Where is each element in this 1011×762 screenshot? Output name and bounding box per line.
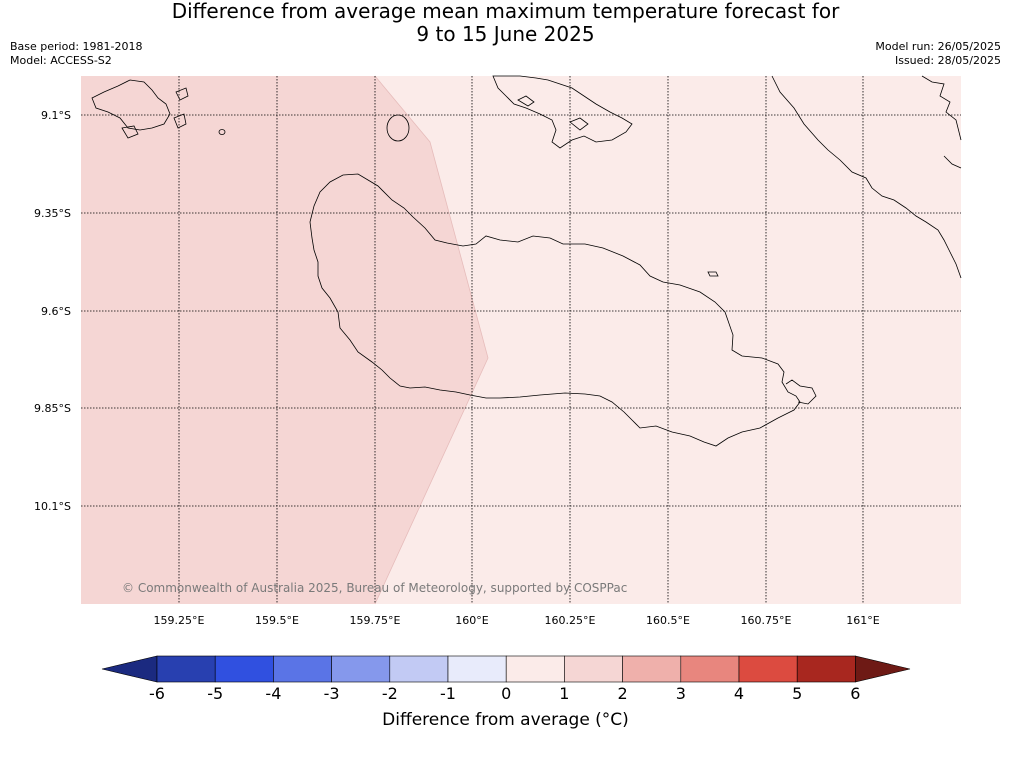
colorbar-segment [389, 655, 449, 683]
colorbar-segment [214, 655, 274, 683]
lon-tick-label: 160.5°E [646, 614, 690, 627]
colorbar-tick-label: 0 [501, 684, 511, 703]
colorbar-tick-label: 3 [676, 684, 686, 703]
colorbar-segment [564, 655, 623, 683]
lat-tick-label: 9.35°S [34, 207, 71, 220]
lat-tick-label: 9.85°S [34, 402, 71, 415]
coastlines [91, 75, 962, 447]
colorbar-segment [156, 655, 216, 683]
copyright-notice: © Commonwealth of Australia 2025, Bureau… [122, 581, 627, 595]
colorbar-tick-label: -3 [324, 684, 340, 703]
colorbar-tick-label: 1 [559, 684, 569, 703]
lon-tick-label: 161°E [846, 614, 879, 627]
base-period: Base period: 1981-2018 [10, 40, 143, 53]
colorbar-tick-label: -5 [207, 684, 223, 703]
colorbar: -6 -5 -4 -3 -2 -1 0 1 2 3 4 5 6 [101, 655, 911, 703]
model-name: Model: ACCESS-S2 [10, 54, 112, 67]
colorbar-tick-label: 4 [734, 684, 744, 703]
meta-right: Model run: 26/05/2025 Issued: 28/05/2025 [875, 40, 1001, 68]
model-run: Model run: 26/05/2025 [875, 40, 1001, 53]
colorbar-segment [273, 655, 332, 683]
colorbar-segment [680, 655, 740, 683]
colorbar-tick-label: -6 [149, 684, 165, 703]
coastline-guadalcanal [309, 173, 801, 447]
colorbar-tick-label: 2 [618, 684, 628, 703]
lon-tick-labels: 159.25°E 159.5°E 159.75°E 160°E 160.25°E… [154, 614, 880, 627]
colorbar-tick-label: -1 [440, 684, 456, 703]
issued-date: Issued: 28/05/2025 [894, 54, 1001, 67]
lon-tick-label: 159.25°E [154, 614, 205, 627]
map-gridlines [81, 76, 961, 604]
meta-left: Base period: 1981-2018 Model: ACCESS-S2 [10, 40, 142, 68]
lon-tick-label: 160.25°E [545, 614, 596, 627]
lon-tick-label: 159.75°E [350, 614, 401, 627]
lon-tick-label: 160°E [455, 614, 488, 627]
lon-tick-label: 160.75°E [741, 614, 792, 627]
colorbar-extend-low [101, 655, 158, 683]
coastline-savo [386, 114, 410, 142]
colorbar-segment [505, 655, 565, 683]
colorbar-tick-label: -2 [382, 684, 398, 703]
lat-tick-label: 10.1°S [34, 500, 71, 513]
colorbar-extend-high [855, 655, 911, 683]
colorbar-segment [331, 655, 391, 683]
colorbar-segment [447, 655, 507, 683]
coastline-nggela [492, 75, 633, 149]
lat-tick-label: 9.1°S [41, 109, 71, 122]
lat-tick-labels: 9.1°S 9.35°S 9.6°S 9.85°S 10.1°S [34, 109, 71, 513]
lon-tick-label: 159.5°E [255, 614, 299, 627]
coastline-malaita [771, 75, 962, 279]
title-line-1: Difference from average mean maximum tem… [171, 0, 840, 23]
colorbar-tick-label: 6 [850, 684, 860, 703]
colorbar-segment [796, 655, 856, 683]
colorbar-tick-label: 5 [792, 684, 802, 703]
coastline-russell-islands [91, 79, 171, 131]
chart-title: Difference from average mean maximum tem… [0, 0, 1011, 46]
map-region-1-to-2 [81, 76, 488, 604]
colorbar-segment [622, 655, 682, 683]
colorbar-tick-label: -4 [265, 684, 281, 703]
title-line-2: 9 to 15 June 2025 [416, 22, 595, 46]
colorbar-segment [738, 655, 798, 683]
lat-tick-label: 9.6°S [41, 305, 71, 318]
colorbar-label: Difference from average (°C) [382, 710, 629, 730]
